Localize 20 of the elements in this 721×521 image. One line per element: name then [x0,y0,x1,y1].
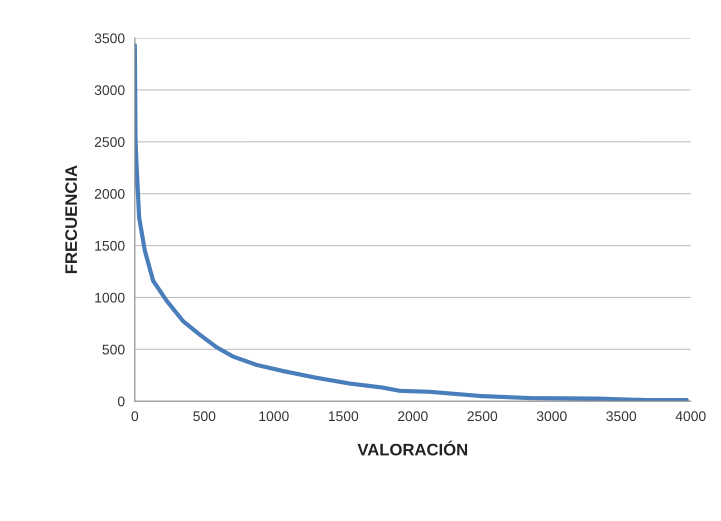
x-axis-title: VALORACIÓN [357,440,468,456]
x-tick-label: 2500 [468,411,498,422]
line-series [134,43,689,402]
x-tick-label: 4000 [676,411,706,422]
y-tick-label: 0 [118,396,125,406]
y-tick-label: 2500 [94,137,125,147]
x-tick-label: 2000 [398,411,428,422]
y-tick-label: 500 [102,344,125,354]
x-tick-label: 1000 [259,411,289,422]
y-tick-label: 3500 [94,33,125,44]
y-tick-label: 1500 [95,240,125,251]
y-tick-label: 2000 [94,188,125,199]
x-tick-label: 3500 [606,411,636,422]
x-tick-label: 1500 [328,411,358,422]
x-tick-label: 0 [132,411,138,422]
y-tick-label: 1000 [95,292,125,303]
y-axis-title: FRECUENCIA [65,165,78,274]
x-tick-label: 3000 [536,411,567,422]
x-tick-label: 500 [193,411,216,422]
y-tick-label: 3000 [94,85,125,96]
